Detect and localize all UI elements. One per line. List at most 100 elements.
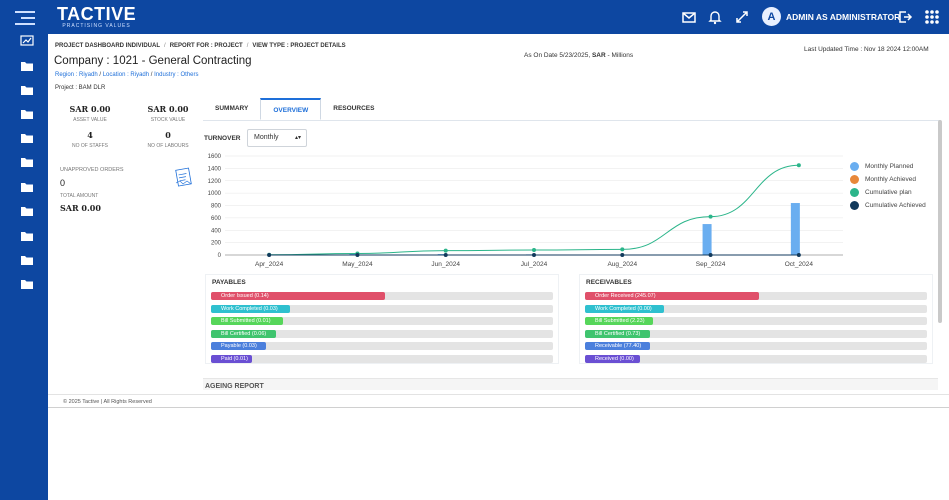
total-amount-label: TOTAL AMOUNT bbox=[60, 193, 99, 199]
bar-fill bbox=[585, 292, 760, 300]
apps-grid-icon[interactable] bbox=[924, 9, 940, 25]
payables-bar[interactable]: Paid (0.01) bbox=[211, 354, 553, 363]
folder-icon[interactable] bbox=[20, 278, 34, 290]
point-cumulative-achieved bbox=[355, 253, 360, 257]
last-updated: Last Updated Time : Nov 18 2024 12:00AM bbox=[804, 46, 929, 53]
receivables-panel: RECEIVABLES Order Received (245.07) Work … bbox=[579, 274, 933, 364]
main-content: PROJECT DASHBOARD INDIVIDUAL / REPORT FO… bbox=[48, 34, 949, 407]
period-value: Monthly bbox=[254, 134, 279, 141]
payables-bar[interactable]: Order Issued (0.14) bbox=[211, 292, 553, 300]
bar-label: Receivable (77.40) bbox=[595, 343, 642, 349]
breadcrumb-item[interactable]: PROJECT DASHBOARD INDIVIDUAL bbox=[55, 43, 161, 49]
point-cumulative-plan bbox=[708, 214, 713, 219]
folder-icon[interactable] bbox=[20, 230, 34, 242]
point-cumulative-plan bbox=[796, 163, 801, 168]
region-filter[interactable]: Region : Riyadh bbox=[55, 72, 98, 78]
receivables-bar[interactable]: Received (0.00) bbox=[585, 354, 927, 363]
folder-icon[interactable] bbox=[20, 181, 34, 193]
breadcrumb-item[interactable]: VIEW TYPE : PROJECT DETAILS bbox=[252, 43, 346, 49]
receivables-bar[interactable]: Receivable (77.40) bbox=[585, 342, 927, 350]
as-of-date: As On Date 5/23/2025, SAR - Millions bbox=[524, 52, 633, 59]
project-name: Project : BAM DLR bbox=[55, 85, 106, 91]
copyright: © 2025 Tactive | All Rights Reserved bbox=[63, 399, 152, 405]
period-select[interactable]: Monthly ▴▾ bbox=[247, 129, 307, 147]
y-tick-label: 1400 bbox=[208, 166, 222, 172]
receivables-bar[interactable]: Order Received (245.07) bbox=[585, 292, 927, 300]
point-cumulative-achieved bbox=[796, 253, 801, 257]
bell-icon[interactable] bbox=[707, 9, 723, 25]
ageing-report-header[interactable]: AGEING REPORT bbox=[203, 378, 938, 390]
receivables-bar[interactable]: Work Completed (0.00) bbox=[585, 304, 927, 313]
bar-label: Order Issued (0.14) bbox=[221, 293, 269, 299]
bar-fill bbox=[211, 292, 386, 300]
folder-icon[interactable] bbox=[20, 205, 34, 217]
receivables-bar[interactable]: Bill Submitted (2.23) bbox=[585, 317, 927, 325]
bar-fill bbox=[585, 329, 650, 338]
logout-icon[interactable] bbox=[897, 9, 913, 25]
legend-item[interactable]: Cumulative plan bbox=[850, 186, 926, 199]
folder-icon[interactable] bbox=[20, 156, 34, 168]
bar-label: Bill Certified (0.73) bbox=[595, 330, 641, 337]
folder-icon[interactable] bbox=[20, 132, 34, 144]
y-tick-label: 600 bbox=[211, 216, 222, 222]
x-tick-label: Jun_2024 bbox=[431, 261, 460, 268]
legend-dot bbox=[850, 162, 859, 171]
payables-bar[interactable]: Bill Submitted (0.01) bbox=[211, 317, 553, 325]
point-cumulative-plan bbox=[620, 247, 625, 252]
stat-label: NO OF LABOURS bbox=[147, 143, 189, 149]
folder-icon[interactable] bbox=[20, 108, 34, 120]
ageing-report-title: AGEING REPORT bbox=[205, 383, 264, 390]
bar-label: Order Received (245.07) bbox=[595, 293, 656, 299]
receivables-bar[interactable]: Bill Certified (0.73) bbox=[585, 329, 927, 338]
filter-line: Region : Riyadh / Location : Riyadh / In… bbox=[55, 72, 199, 78]
mail-icon[interactable] bbox=[681, 9, 697, 25]
line-cumulative-plan bbox=[269, 164, 799, 256]
legend-item[interactable]: Monthly Achieved bbox=[850, 173, 926, 186]
user-name[interactable]: ADMIN AS ADMINISTRATOR bbox=[786, 12, 901, 22]
payables-bar[interactable]: Bill Certified (0.06) bbox=[211, 329, 553, 338]
staff-count-stat: 4 NO OF STAFFS bbox=[60, 130, 120, 149]
location-filter[interactable]: Location : Riyadh bbox=[102, 72, 150, 78]
folder-icon[interactable] bbox=[20, 84, 34, 96]
unapproved-count: 0 bbox=[60, 178, 66, 188]
caret-updown-icon: ▴▾ bbox=[294, 135, 301, 141]
bar-label: Bill Submitted (2.23) bbox=[595, 318, 645, 324]
x-tick-label: Apr_2024 bbox=[255, 261, 284, 268]
industry-filter[interactable]: Industry : Others bbox=[154, 72, 199, 78]
menu-icon[interactable] bbox=[15, 11, 35, 25]
legend-item[interactable]: Cumulative Achieved bbox=[850, 199, 926, 212]
x-tick-label: Sep_2024 bbox=[696, 261, 726, 268]
legend-item[interactable]: Monthly Planned bbox=[850, 160, 926, 173]
y-tick-label: 200 bbox=[211, 241, 222, 247]
bar-monthly-planned bbox=[790, 203, 800, 255]
stock-value-stat: SAR 0.00 STOCK VALUE bbox=[138, 104, 198, 123]
tab-overview[interactable]: OVERVIEW bbox=[260, 98, 322, 120]
avatar[interactable]: A bbox=[762, 7, 781, 26]
tab-resources[interactable]: RESOURCES bbox=[333, 105, 375, 112]
document-illustration-icon bbox=[174, 166, 194, 188]
bar-monthly-planned bbox=[702, 224, 712, 255]
logo-text: TACTIVE bbox=[57, 4, 137, 24]
bar-fill bbox=[211, 329, 276, 338]
expand-icon[interactable] bbox=[734, 9, 750, 25]
folder-icon[interactable] bbox=[20, 60, 34, 72]
bar-fill bbox=[211, 354, 253, 363]
folder-icon[interactable] bbox=[20, 254, 34, 266]
point-cumulative-achieved bbox=[443, 253, 448, 257]
tab-summary[interactable]: SUMMARY bbox=[215, 105, 249, 112]
breadcrumb-item[interactable]: REPORT FOR : PROJECT bbox=[169, 43, 243, 49]
logo[interactable]: TACTIVE PRACTISING VALUES bbox=[57, 5, 136, 29]
page-title: Company : 1021 - General Contracting bbox=[54, 55, 252, 67]
payables-panel: PAYABLES Order Issued (0.14) Work Complet… bbox=[205, 274, 559, 364]
unapproved-orders-card[interactable]: UNAPPROVED ORDERS 0 TOTAL AMOUNT SAR 0.0… bbox=[54, 162, 197, 218]
chart-icon[interactable] bbox=[20, 35, 34, 47]
bar-fill bbox=[211, 342, 266, 350]
legend-dot bbox=[850, 188, 859, 197]
bar-fill bbox=[585, 304, 664, 313]
point-cumulative-plan bbox=[532, 248, 536, 253]
vertical-scrollbar[interactable] bbox=[938, 120, 942, 323]
payables-bar[interactable]: Work Completed (0.03) bbox=[211, 304, 553, 313]
payables-bar[interactable]: Payable (0.03) bbox=[211, 342, 553, 350]
unapproved-title: UNAPPROVED ORDERS bbox=[60, 167, 124, 173]
bar-fill bbox=[585, 317, 654, 325]
